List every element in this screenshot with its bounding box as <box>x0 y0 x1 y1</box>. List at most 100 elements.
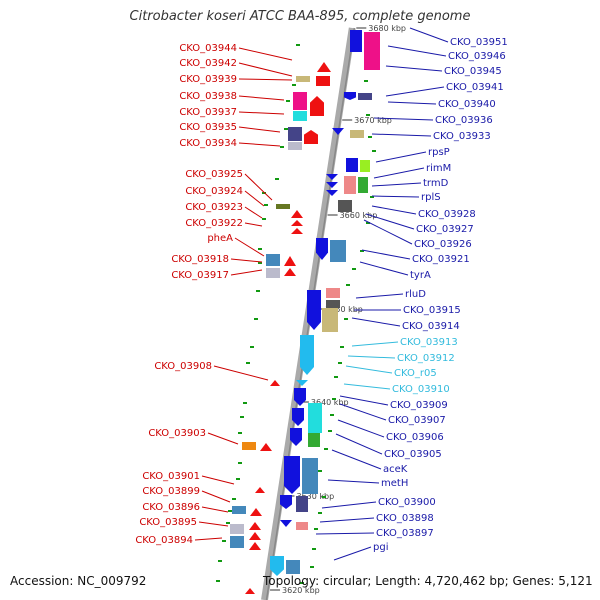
gene-label-CKO_03951: CKO_03951 <box>450 37 508 48</box>
leader-line-rpsP <box>375 151 427 163</box>
leader-line-CKO_03896 <box>201 506 229 513</box>
gene-block <box>360 160 370 172</box>
forward-gene-arrow <box>292 408 304 426</box>
gene-label-CKO_03935: CKO_03935 <box>179 122 237 133</box>
forward-gene-arrow <box>284 456 300 494</box>
gene-label-metH: metH <box>381 478 408 489</box>
leader-line-CKO_03898 <box>319 517 375 523</box>
gene-label-CKO_03909: CKO_03909 <box>390 400 448 411</box>
minor-gene-mark <box>310 566 314 568</box>
accession-text: Accession: NC_009792 <box>10 574 147 588</box>
gene-block <box>326 300 340 308</box>
gene-label-pheA: pheA <box>207 233 233 244</box>
leader-line-CKO_03928 <box>371 205 417 215</box>
scale-tick-label: 3680 kbp <box>368 24 406 33</box>
leader-line-rplS <box>371 195 420 198</box>
leader-line-CKO_03907 <box>339 403 387 421</box>
gene-block <box>266 254 280 266</box>
minor-gene-mark <box>236 478 240 480</box>
gene-label-CKO_03895: CKO_03895 <box>139 517 197 528</box>
gene-label-CKO_03921: CKO_03921 <box>412 254 470 265</box>
gene-label-CKO_03912: CKO_03912 <box>397 353 455 364</box>
leader-line-CKO_r05 <box>345 365 393 374</box>
gene-block <box>230 536 244 548</box>
gene-label-CKO_03928: CKO_03928 <box>418 209 476 220</box>
leader-line-CKO_03940 <box>387 101 437 105</box>
gene-block <box>293 92 307 110</box>
gene-label-CKO_03939: CKO_03939 <box>179 74 237 85</box>
gene-block <box>364 32 380 70</box>
forward-gene-arrow <box>296 380 308 386</box>
leader-line-CKO_03918 <box>230 258 263 263</box>
genome-summary-text: Topology: circular; Length: 4,720,462 bp… <box>263 574 593 588</box>
minor-gene-mark <box>340 346 344 348</box>
leader-line-CKO_03927 <box>365 213 415 230</box>
minor-gene-mark <box>262 192 266 194</box>
gene-label-CKO_03926: CKO_03926 <box>414 239 472 250</box>
minor-gene-mark <box>368 136 372 138</box>
gene-block <box>288 127 302 141</box>
gene-label-CKO_03933: CKO_03933 <box>433 131 491 142</box>
scale-tick-label: 3640 kbp <box>311 398 349 407</box>
minor-gene-mark <box>300 582 304 584</box>
gene-block <box>346 158 358 172</box>
forward-gene-arrow <box>307 290 321 330</box>
gene-block <box>330 240 346 262</box>
minor-gene-mark <box>372 150 376 152</box>
reverse-gene-arrow <box>249 532 261 540</box>
leader-line-CKO_03941 <box>385 86 445 97</box>
gene-label-CKO_03900: CKO_03900 <box>378 497 436 508</box>
leader-line-rimM <box>373 167 425 179</box>
gene-label-CKO_03896: CKO_03896 <box>142 502 200 513</box>
leader-line-CKO_03909 <box>339 395 389 406</box>
gene-block <box>230 524 244 534</box>
scale-tick-label: 3670 kbp <box>354 116 392 125</box>
gene-block <box>326 288 340 298</box>
gene-label-aceK: aceK <box>383 464 408 475</box>
forward-gene-arrow <box>326 182 338 188</box>
minor-gene-mark <box>216 580 220 582</box>
gene-label-CKO_03894: CKO_03894 <box>135 535 193 546</box>
gene-label-CKO_03923: CKO_03923 <box>185 202 243 213</box>
gene-block <box>296 496 308 512</box>
gene-block <box>232 506 246 514</box>
minor-gene-mark <box>226 522 230 524</box>
leader-line-CKO_03912 <box>347 355 396 359</box>
gene-block <box>358 93 372 100</box>
gene-block <box>344 176 356 194</box>
minor-gene-mark <box>338 362 342 364</box>
leader-line-CKO_03903 <box>207 432 239 445</box>
leader-line-CKO_03924 <box>244 190 265 207</box>
gene-label-CKO_03942: CKO_03942 <box>179 58 237 69</box>
gene-label-rpsP: rpsP <box>428 147 450 158</box>
leader-line-CKO_03934 <box>238 142 281 147</box>
minor-gene-mark <box>222 540 226 542</box>
minor-gene-mark <box>322 496 326 498</box>
minor-gene-mark <box>352 268 356 270</box>
minor-gene-mark <box>334 376 338 378</box>
gene-block <box>322 308 338 332</box>
leader-line-tyrA <box>359 261 409 276</box>
minor-gene-mark <box>370 196 374 198</box>
forward-gene-arrow <box>326 174 338 180</box>
gene-label-rimM: rimM <box>426 163 451 174</box>
minor-gene-mark <box>243 402 247 404</box>
forward-gene-arrow <box>344 92 356 100</box>
minor-gene-mark <box>314 528 318 530</box>
gene-block <box>242 442 256 450</box>
gene-label-CKO_03901: CKO_03901 <box>142 471 200 482</box>
leader-line-rluD <box>355 293 404 299</box>
forward-gene-arrow <box>300 335 314 375</box>
forward-gene-arrow <box>280 520 292 527</box>
gene-label-CKO_03924: CKO_03924 <box>185 186 243 197</box>
leader-line-CKO_03936 <box>373 117 434 121</box>
leader-line-CKO_03897 <box>315 532 375 535</box>
leader-line-CKO_03894 <box>194 537 223 541</box>
leader-line-CKO_03901 <box>201 475 235 485</box>
gene-label-trmD: trmD <box>423 178 449 189</box>
minor-gene-mark <box>324 448 328 450</box>
reverse-gene-arrow <box>310 96 324 116</box>
reverse-gene-arrow <box>284 256 296 266</box>
leader-line-CKO_03923 <box>244 206 263 219</box>
